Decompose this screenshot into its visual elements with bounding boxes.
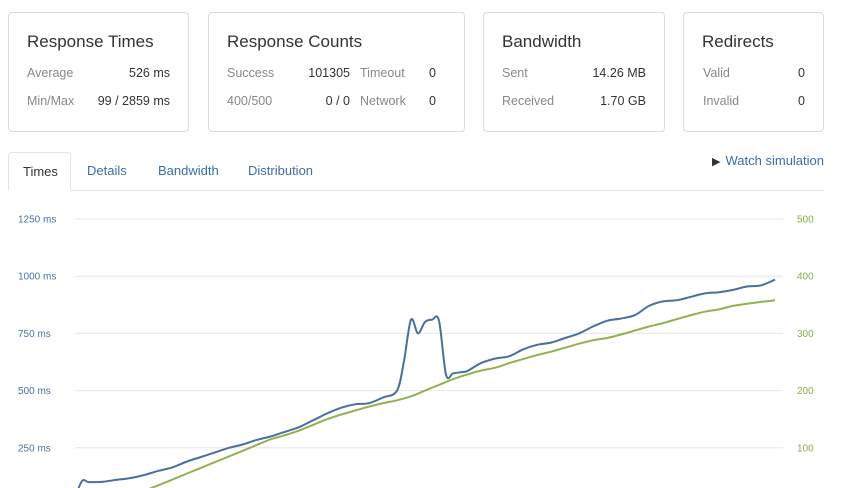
- watch-simulation-link[interactable]: ▶ Watch simulation: [712, 153, 824, 168]
- errors-value: 0 / 0: [325, 94, 350, 108]
- bandwidth-card: Bandwidth Sent 14.26 MB Received 1.70 GB: [483, 12, 665, 132]
- count-series-line: [148, 299, 776, 488]
- valid-value: 0: [798, 66, 805, 80]
- right-tick-label: 500: [797, 215, 814, 226]
- right-tick-label: 400: [797, 272, 814, 283]
- average-label: Average: [27, 66, 74, 80]
- response-times-card: Response Times Average 526 ms Min/Max 99…: [8, 12, 189, 132]
- tab-details[interactable]: Details: [87, 163, 127, 178]
- left-tick-label: 1250 ms: [18, 215, 56, 226]
- sent-label: Sent: [502, 66, 528, 80]
- right-tick-label: 200: [797, 386, 814, 397]
- redirects-title: Redirects: [702, 32, 774, 51]
- tab-bandwidth[interactable]: Bandwidth: [158, 163, 219, 178]
- received-value: 1.70 GB: [600, 94, 646, 108]
- right-tick-label: 300: [797, 329, 814, 340]
- invalid-label: Invalid: [703, 94, 740, 108]
- response-counts-title: Response Counts: [227, 32, 363, 51]
- redirects-card: Redirects Valid 0 Invalid 0: [683, 12, 824, 132]
- play-icon: ▶: [712, 156, 721, 168]
- sent-value: 14.26 MB: [592, 66, 646, 80]
- right-axis-ticks: 100 200 300 400 500: [797, 215, 814, 455]
- response-times-title: Response Times: [27, 32, 154, 51]
- received-label: Received: [502, 94, 555, 108]
- right-tick-label: 100: [797, 443, 814, 454]
- tab-distribution[interactable]: Distribution: [248, 163, 314, 178]
- network-value: 0: [429, 94, 436, 108]
- response-counts-card: Response Counts Success 101305 Timeout 0…: [208, 12, 465, 132]
- timeout-value: 0: [429, 66, 436, 80]
- tab-times[interactable]: Times: [8, 152, 71, 191]
- network-label: Network: [360, 94, 406, 108]
- bandwidth-title: Bandwidth: [502, 32, 582, 51]
- minmax-label: Min/Max: [27, 94, 75, 108]
- minmax-value: 99 / 2859 ms: [97, 94, 170, 108]
- left-tick-label: 250 ms: [18, 443, 51, 454]
- left-tick-label: 750 ms: [18, 329, 51, 340]
- chart-tabs: Times Details Bandwidth Distribution: [8, 152, 824, 191]
- success-value: 101305: [308, 66, 350, 80]
- left-tick-label: 500 ms: [18, 386, 51, 397]
- response-time-series-line: [77, 278, 776, 488]
- response-time-chart: 250 ms 500 ms 750 ms 1000 ms 1250 ms 100 200 3…: [18, 215, 814, 488]
- left-axis-ticks: 250 ms 500 ms 750 ms 1000 ms 1250 ms: [18, 215, 56, 455]
- average-value: 526 ms: [129, 66, 170, 80]
- grid-lines: [75, 218, 783, 449]
- left-tick-label: 1000 ms: [18, 272, 56, 283]
- valid-label: Valid: [703, 66, 730, 80]
- series-lines: [77, 278, 776, 488]
- errors-label: 400/500: [227, 94, 273, 108]
- timeout-label: Timeout: [360, 66, 405, 80]
- invalid-value: 0: [798, 94, 805, 108]
- watch-simulation-label: Watch simulation: [725, 153, 825, 168]
- success-label: Success: [227, 66, 275, 80]
